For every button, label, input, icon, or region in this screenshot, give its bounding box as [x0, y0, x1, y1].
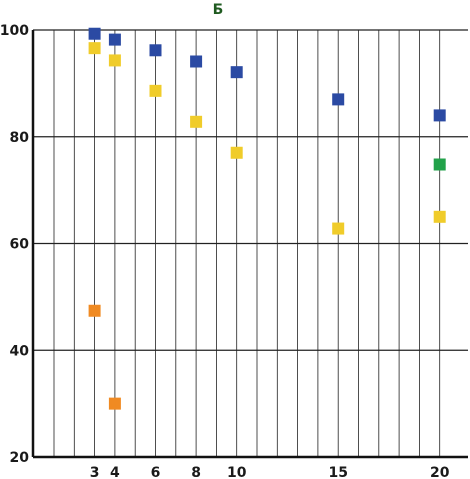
data-point [332, 93, 345, 106]
y-tick-labels: 20 40 60 80 100 [0, 23, 29, 466]
data-point [433, 109, 446, 122]
data-point [88, 27, 101, 40]
x-tick-label: 6 [151, 465, 161, 479]
x-tick-label: 8 [191, 465, 201, 479]
y-tick-label: 40 [10, 343, 30, 359]
data-point [108, 54, 121, 67]
x-tick-label: 15 [328, 465, 347, 479]
data-point [190, 115, 203, 128]
x-tick-label: 4 [110, 465, 120, 479]
chart-title: Б [213, 2, 224, 18]
data-point [433, 210, 446, 223]
data-point [149, 44, 162, 57]
x-tick-label: 20 [430, 465, 450, 479]
data-point [230, 66, 243, 79]
x-tick-label: 3 [90, 465, 100, 479]
y-tick-label: 80 [10, 130, 30, 146]
y-tick-label: 20 [10, 450, 30, 466]
data-point [88, 42, 101, 55]
data-point [149, 84, 162, 97]
y-tick-label: 100 [0, 23, 29, 39]
data-point [108, 33, 121, 46]
data-point [433, 158, 446, 171]
y-tick-label: 60 [10, 237, 30, 253]
x-tick-labels: 3 4 6 8 10 15 20 [90, 465, 450, 479]
data-point [88, 304, 101, 317]
data-point [332, 222, 345, 235]
data-point [190, 55, 203, 68]
data-points [88, 27, 446, 410]
data-point [230, 146, 243, 159]
horizontal-gridlines [33, 29, 468, 458]
axes [31, 30, 468, 459]
data-point [108, 397, 121, 410]
x-tick-label: 10 [227, 465, 247, 479]
